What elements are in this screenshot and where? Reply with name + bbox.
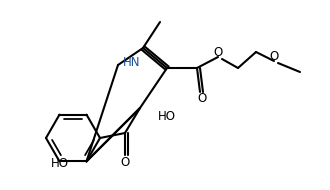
Text: O: O [269, 50, 279, 63]
Text: HO: HO [158, 109, 176, 123]
Text: O: O [197, 93, 207, 105]
Text: HO: HO [50, 157, 69, 170]
Text: HN: HN [123, 55, 141, 69]
Text: O: O [120, 155, 130, 169]
Text: O: O [214, 45, 223, 59]
